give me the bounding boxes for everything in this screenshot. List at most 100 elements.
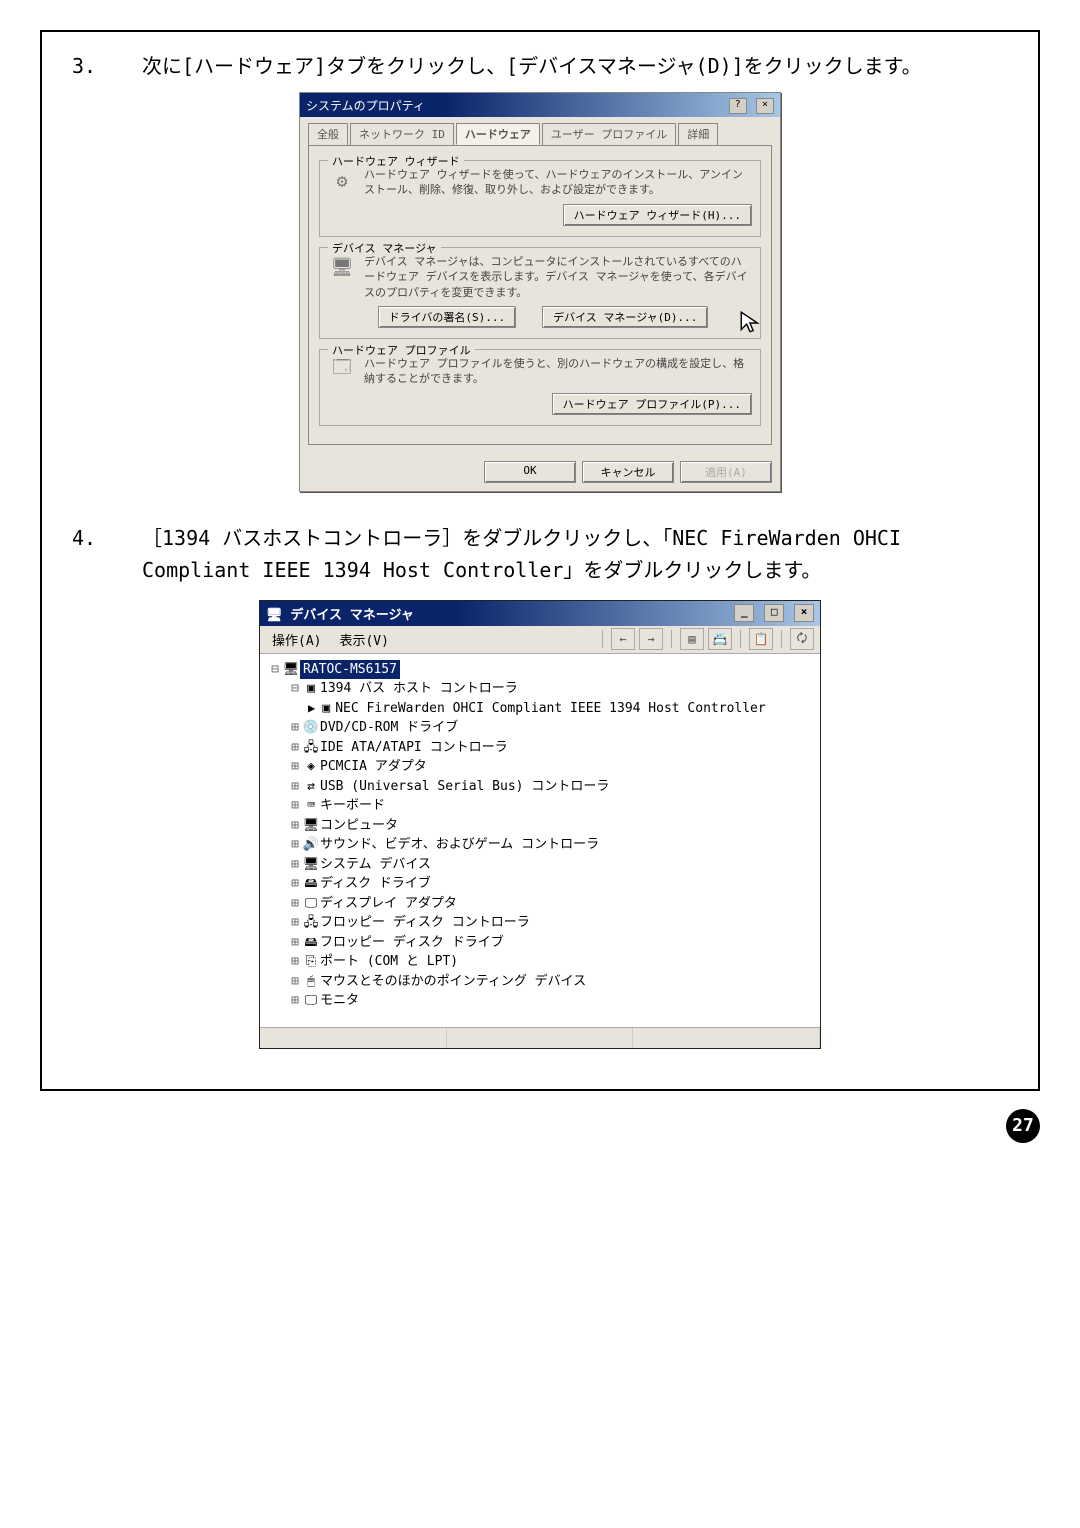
tab-general[interactable]: 全般 [308, 123, 348, 145]
apply-button[interactable]: 適用(A) [680, 461, 772, 483]
hardware-wizard-group: ハードウェア ウィザード ⚙ ハードウェア ウィザードを使って、ハードウェアのイ… [319, 160, 761, 237]
system-properties-tabs: 全般 ネットワーク ID ハードウェア ユーザー プロファイル 詳細 [300, 117, 780, 145]
tree-sound[interactable]: サウンド、ビデオ、およびゲーム コントローラ [320, 835, 599, 855]
close-icon[interactable]: × [794, 604, 814, 622]
device-manager-titlebar: 🖥 デバイス マネージャ _ □ × [260, 601, 820, 626]
tree-root-node[interactable]: RATOC-MS6157 [300, 660, 400, 680]
device-manager-window-title: デバイス マネージャ [290, 608, 414, 623]
toolbar-forward-icon[interactable]: → [639, 628, 663, 650]
cancel-button[interactable]: キャンセル [582, 461, 674, 483]
tree-fdd[interactable]: フロッピー ディスク ドライブ [320, 933, 504, 953]
fdc-icon: 🖧 [302, 913, 320, 933]
window-buttons: _ □ × [732, 604, 814, 622]
device-manager-menubar: 操作(A) 表示(V) ← → ▤ 📇 📋 🗘 [260, 626, 820, 654]
statusbar-cell [260, 1028, 447, 1048]
tree-expand-icon[interactable]: ⊞ [288, 757, 302, 777]
tab-hardware[interactable]: ハードウェア [456, 123, 540, 145]
step-4-number: 4. [72, 522, 112, 554]
tree-1394-bus[interactable]: 1394 バス ホスト コントローラ [320, 679, 518, 699]
tab-advanced[interactable]: 詳細 [678, 123, 718, 145]
close-icon[interactable]: × [756, 98, 774, 114]
tree-computer[interactable]: コンピュータ [320, 816, 398, 836]
tree-monitor[interactable]: モニタ [320, 991, 359, 1011]
tree-expand-icon[interactable]: ⊞ [288, 796, 302, 816]
tree-mouse[interactable]: マウスとそのほかのポインティング デバイス [320, 972, 586, 992]
hardware-wizard-legend: ハードウェア ウィザード [328, 153, 464, 169]
page-number-badge: 27 [1006, 1109, 1040, 1143]
statusbar-cell [447, 1028, 634, 1048]
system-icon: 🖥 [302, 855, 320, 875]
device-manager-statusbar [260, 1027, 820, 1048]
display-icon: 🖵 [302, 894, 320, 914]
toolbar-list-icon[interactable]: 📇 [708, 628, 732, 650]
tree-collapse-icon[interactable]: ⊟ [288, 679, 302, 699]
toolbar-properties-icon[interactable]: 📋 [749, 628, 773, 650]
tree-pcmcia[interactable]: PCMCIA アダプタ [320, 757, 427, 777]
tree-expand-icon[interactable]: ⊞ [288, 894, 302, 914]
tree-expand-icon[interactable]: ⊞ [288, 991, 302, 1011]
tab-user-profiles[interactable]: ユーザー プロファイル [542, 123, 676, 145]
device-manager-legend: デバイス マネージャ [328, 240, 441, 256]
ide-icon: 🖧 [302, 738, 320, 758]
usb-icon: ⇄ [302, 777, 320, 797]
ok-button[interactable]: OK [484, 461, 576, 483]
tree-system[interactable]: システム デバイス [320, 855, 431, 875]
device-manager-icon: 🖥 [328, 254, 356, 282]
tree-display[interactable]: ディスプレイ アダプタ [320, 894, 457, 914]
tree-usb[interactable]: USB (Universal Serial Bus) コントローラ [320, 777, 609, 797]
tree-fdc[interactable]: フロッピー ディスク コントローラ [320, 913, 530, 933]
tree-dvd[interactable]: DVD/CD-ROM ドライブ [320, 718, 458, 738]
device-tree[interactable]: ⊟🖥RATOC-MS6157 ⊟▣1394 バス ホスト コントローラ ▣NEC… [260, 654, 820, 1027]
tree-expand-icon[interactable]: ⊞ [288, 972, 302, 992]
device-icon: ▣ [317, 699, 335, 719]
hardware-wizard-button[interactable]: ハードウェア ウィザード(H)... [563, 204, 752, 226]
toolbar-separator [781, 630, 782, 648]
titlebar-buttons: ? × [727, 96, 774, 114]
tree-expand-icon[interactable]: ⊞ [288, 855, 302, 875]
computer-icon: 🖥 [282, 660, 300, 680]
toolbar-separator [671, 630, 672, 648]
tab-network-id[interactable]: ネットワーク ID [350, 123, 454, 145]
hardware-wizard-icon: ⚙ [328, 167, 356, 195]
system-properties-titlebar: システムのプロパティ ? × [300, 93, 780, 117]
dialog-footer-buttons: OK キャンセル 適用(A) [300, 453, 780, 491]
document-page: 3. 次に[ハードウェア]タブをクリックし、[デバイスマネージャ(D)]をクリッ… [40, 30, 1040, 1091]
help-icon[interactable]: ? [729, 98, 747, 114]
tree-expand-icon[interactable]: ⊞ [288, 874, 302, 894]
tree-expand-icon[interactable]: ⊞ [288, 777, 302, 797]
tree-ports[interactable]: ポート (COM と LPT) [320, 952, 458, 972]
maximize-icon[interactable]: □ [764, 604, 784, 622]
step-4: 4. ［1394 バスホストコントローラ］をダブルクリックし、「NEC Fire… [72, 522, 1008, 586]
driver-signing-button[interactable]: ドライバの署名(S)... [378, 306, 517, 328]
toolbar-view-icon[interactable]: ▤ [680, 628, 704, 650]
tree-expand-icon[interactable]: ⊞ [288, 952, 302, 972]
cursor-arrow-icon [738, 310, 764, 336]
tree-expand-icon[interactable]: ⊞ [288, 816, 302, 836]
toolbar-refresh-icon[interactable]: 🗘 [790, 628, 814, 650]
pointer-arrow-icon [308, 699, 317, 719]
tree-disk[interactable]: ディスク ドライブ [320, 874, 431, 894]
tree-ide[interactable]: IDE ATA/ATAPI コントローラ [320, 738, 508, 758]
device-manager-window: 🖥 デバイス マネージャ _ □ × 操作(A) 表示(V) ← → ▤ 📇 📋 [259, 600, 821, 1049]
device-manager-button[interactable]: デバイス マネージャ(D)... [542, 306, 708, 328]
hardware-profiles-legend: ハードウェア プロファイル [328, 342, 475, 358]
tree-keyboard[interactable]: キーボード [320, 796, 385, 816]
mouse-icon: 🖱 [302, 972, 320, 992]
tree-expand-icon[interactable]: ⊞ [288, 718, 302, 738]
hardware-wizard-desc: ハードウェア ウィザードを使って、ハードウェアのインストール、アンインストール、… [364, 167, 752, 198]
step-3: 3. 次に[ハードウェア]タブをクリックし、[デバイスマネージャ(D)]をクリッ… [72, 50, 1008, 82]
tree-expand-icon[interactable]: ⊞ [288, 933, 302, 953]
hardware-profiles-group: ハードウェア プロファイル 🗔 ハードウェア プロファイルを使うと、別のハードウ… [319, 349, 761, 426]
hardware-profiles-button[interactable]: ハードウェア プロファイル(P)... [552, 393, 752, 415]
tree-expand-icon[interactable]: ⊞ [288, 738, 302, 758]
menu-action[interactable]: 操作(A) [266, 628, 327, 651]
toolbar-back-icon[interactable]: ← [611, 628, 635, 650]
step-4-text: ［1394 バスホストコントローラ］をダブルクリックし、「NEC FireWar… [142, 522, 1008, 586]
tree-nec-firewarden[interactable]: NEC FireWarden OHCI Compliant IEEE 1394 … [335, 699, 765, 719]
tree-collapse-icon[interactable]: ⊟ [268, 660, 282, 680]
tree-expand-icon[interactable]: ⊞ [288, 913, 302, 933]
minimize-icon[interactable]: _ [734, 604, 754, 622]
tree-expand-icon[interactable]: ⊞ [288, 835, 302, 855]
hardware-profiles-icon: 🗔 [328, 356, 356, 384]
menu-view[interactable]: 表示(V) [333, 628, 394, 651]
